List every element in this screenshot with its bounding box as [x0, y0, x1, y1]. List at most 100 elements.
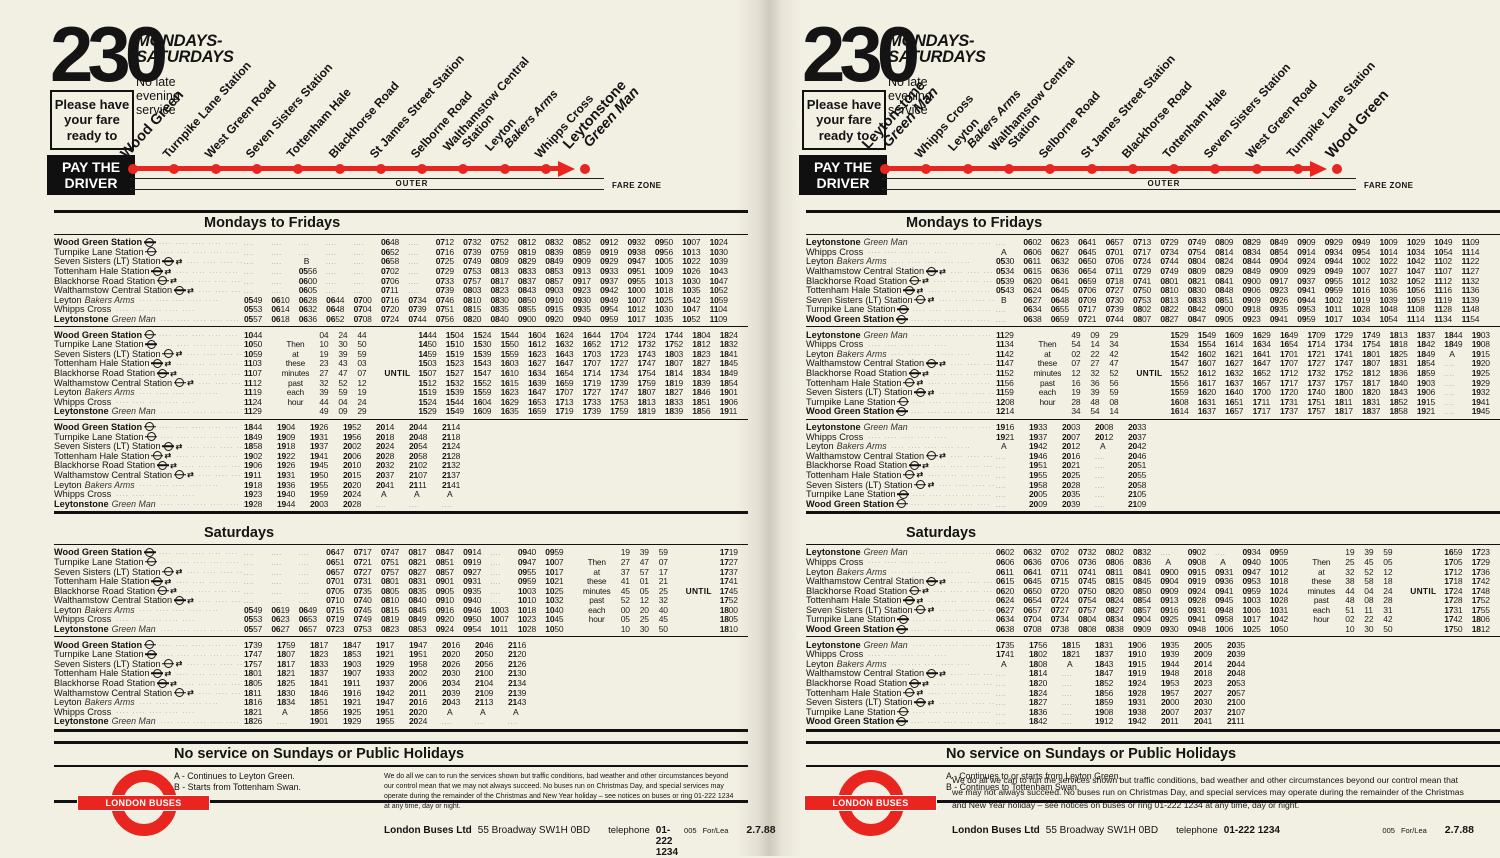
british-rail-icon: ⇄ [916, 378, 924, 388]
route-stop-dot [334, 163, 345, 174]
no-service-dots: .... [996, 492, 1007, 500]
time-cell: .... [491, 576, 518, 586]
time-cell: 1039 [709, 256, 728, 267]
time-cell: 1544 [445, 396, 464, 407]
no-service-dots: .... [996, 463, 1007, 471]
time-cell: 25 [1345, 556, 1355, 567]
station-label: Walthamstow Central Station ⇄.... .... ..… [54, 470, 244, 480]
time-cell: 1844 [244, 421, 263, 432]
fare-zone-label: FARE ZONE [1364, 181, 1414, 190]
time-cell: 0838 [1105, 624, 1124, 635]
timetable-section: Mondays to Fridays Leytonstone Green Man..… [806, 210, 1500, 515]
time-cell: A [1062, 659, 1095, 669]
time-cell: 0632 [298, 304, 317, 315]
time-cell: 1849 [1416, 348, 1436, 359]
time-cell: 1717 [1252, 406, 1271, 417]
pay-the-driver-notice: PAY THE DRIVER [47, 155, 135, 196]
time-cell: 1612 [527, 339, 547, 350]
time-cell: 0923 [572, 285, 591, 296]
note-letter: A [447, 489, 453, 500]
time-cell: 0837 [517, 275, 537, 286]
time-cell: 1644 [582, 329, 601, 340]
time-cell: 0749 [463, 256, 482, 267]
time-cell: 0749 [353, 614, 372, 625]
station-name: Whipps Cross [54, 304, 112, 315]
time-cell: 0923 [1269, 285, 1289, 296]
time-cell: 0916 [435, 604, 454, 615]
time-cell: at [1318, 566, 1325, 577]
station-name: Turnpike Lane Station [806, 706, 896, 717]
time-cell: 2000 [1161, 697, 1180, 708]
time-cell: 1856 [310, 706, 329, 717]
time-cell: 0924 [1187, 585, 1206, 596]
leader-dots: .... .... .... .... .... [160, 558, 240, 566]
time-cell: 0718 [1105, 275, 1124, 286]
footer-telephone-number: 01-222 1234 [1223, 825, 1280, 836]
time-cell: 1859 [1416, 368, 1436, 379]
section-title-text: Mondays to Fridays [204, 215, 341, 231]
leader-dots: .... .... .... .... .... [176, 577, 242, 585]
time-cell: 0706 [380, 275, 400, 286]
time-cell: 1022 [1379, 256, 1398, 267]
time-cell: 0925 [1160, 614, 1179, 625]
time-cell: 1854 [719, 377, 738, 388]
time-cell: 0624 [1023, 285, 1042, 296]
time-cell: 1654 [1279, 339, 1299, 350]
time-cell: 0842 [1187, 304, 1206, 315]
time-cell: 0557 [244, 624, 263, 635]
time-cell: 1853 [343, 649, 362, 660]
time-cell: 1939 [1161, 649, 1180, 660]
time-cell: 50 [357, 339, 367, 350]
no-service-dots: .... [326, 240, 337, 248]
time-cell: 1910 [1128, 649, 1147, 660]
footer-line: London Buses Ltd 55 Broadway SW1H 0BD tele… [384, 824, 776, 858]
time-cell: 2009 [1029, 498, 1048, 509]
time-cell: .... [299, 547, 326, 557]
station-label: Leytonstone Green Man.... .... .... .... … [806, 330, 996, 340]
time-cell: 0720 [380, 304, 400, 315]
station-label: Leytonstone Green Man.... .... .... .... … [806, 547, 996, 557]
station-name: Tottenham Hale Station [54, 358, 150, 369]
time-cell: 2010 [343, 460, 362, 471]
footnote: B - Starts from Tottenham Swan. [174, 782, 301, 793]
leader-dots: .... .... .... .... .... [891, 350, 971, 358]
time-cell: 1929 [1471, 377, 1490, 388]
time-cell: each [286, 387, 304, 398]
time-cell: 1906 [719, 396, 738, 407]
time-cell: 0931 [463, 576, 482, 587]
station-label: Tottenham Hale Station ⇄.... .... .... ..… [806, 285, 996, 295]
time-cell: 0632 [1050, 256, 1069, 267]
time-cell: 0832 [1132, 547, 1152, 558]
time-cell: 1003 [1242, 595, 1261, 606]
time-cell: 0648 [380, 237, 400, 248]
british-rail-icon: ⇄ [170, 460, 177, 470]
time-cell: 1641 [1252, 348, 1271, 359]
time-cell: 1717 [1279, 377, 1299, 388]
time-cell: 1712 [1279, 368, 1299, 379]
time-cell: 2016 [1062, 450, 1081, 461]
timetable-row: Walthamstow Central Station ⇄.... .... ..… [806, 358, 1500, 368]
time-cell: 0827 [408, 566, 427, 577]
time-cell: 12 [1071, 368, 1081, 379]
time-cell: 2037 [1194, 706, 1213, 717]
time-cell: 1849 [244, 431, 263, 442]
no-service-dots: .... [996, 709, 1007, 717]
time-cell: 1640 [1225, 387, 1244, 398]
time-cell: .... [491, 567, 518, 577]
station-name: Turnpike Lane Station [54, 649, 144, 660]
station-label: Turnpike Lane Station.... .... .... ....… [806, 304, 996, 314]
time-cell: 1952 [343, 421, 362, 432]
time-cell: 0815 [463, 304, 482, 315]
time-cell: 1720 [1279, 387, 1299, 398]
time-cell: 1021 [545, 576, 564, 587]
zone-outer-label: OUTER [1147, 179, 1181, 188]
time-cell: 39 [639, 547, 649, 558]
time-cell: 1919 [1128, 668, 1147, 679]
time-cell: 0738 [1050, 624, 1069, 635]
no-service-dots: .... [298, 588, 310, 596]
time-cell: 09 [338, 406, 348, 417]
time-cell: 1703 [582, 348, 601, 359]
station-name: Blackhorse Road Station [806, 460, 908, 471]
timetable-row: Seven Sisters (LT) Station ⇄.... .... ...… [54, 349, 748, 359]
time-cell: 1539 [473, 348, 492, 359]
